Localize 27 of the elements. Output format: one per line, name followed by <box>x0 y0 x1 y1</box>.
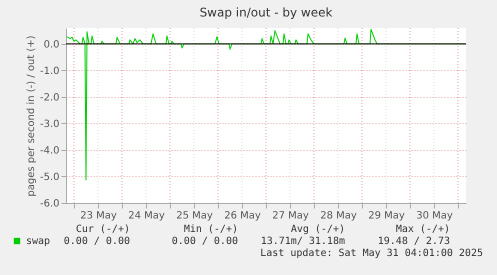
x-tick-label: 23 May <box>80 210 117 222</box>
y-axis-title: pages per second in (-) / out (+) <box>26 35 37 197</box>
x-tick-label: 26 May <box>224 210 261 222</box>
text: 13.71m/ 31.18m <box>260 236 345 247</box>
y-tick-label: -4.0 <box>40 145 60 156</box>
y-tick-label: -3.0 <box>40 118 60 130</box>
x-tick-label: 24 May <box>128 210 165 222</box>
text: Avg (-/+) <box>290 224 345 235</box>
y-tick-label: -2.0 <box>40 92 60 104</box>
legend-label: swap <box>26 236 50 247</box>
text: Last update: Sat May 31 04:01:00 2025 <box>260 248 483 259</box>
x-tick-label: 30 May <box>416 210 453 222</box>
x-tick-label: 29 May <box>368 210 405 222</box>
text: 19.48 / 2.73 <box>378 236 450 247</box>
y-tick-label: -6.0 <box>40 198 60 210</box>
y-tick-label: -5.0 <box>40 172 60 183</box>
text: 0.00 / 0.00 <box>172 236 238 247</box>
text: Min (-/+) <box>184 224 238 235</box>
x-tick-label: 28 May <box>320 210 357 222</box>
y-tick-label: -1.0 <box>40 66 60 77</box>
x-tick-label: 27 May <box>272 210 309 222</box>
text: Max (-/+) <box>396 224 450 235</box>
y-tick-label: 0.0 <box>44 39 60 50</box>
text: 0.00 / 0.00 <box>64 236 130 247</box>
chart-title: Swap in/out - by week <box>200 6 332 20</box>
x-tick-label: 25 May <box>176 210 213 222</box>
text: Cur (-/+) <box>76 224 130 235</box>
